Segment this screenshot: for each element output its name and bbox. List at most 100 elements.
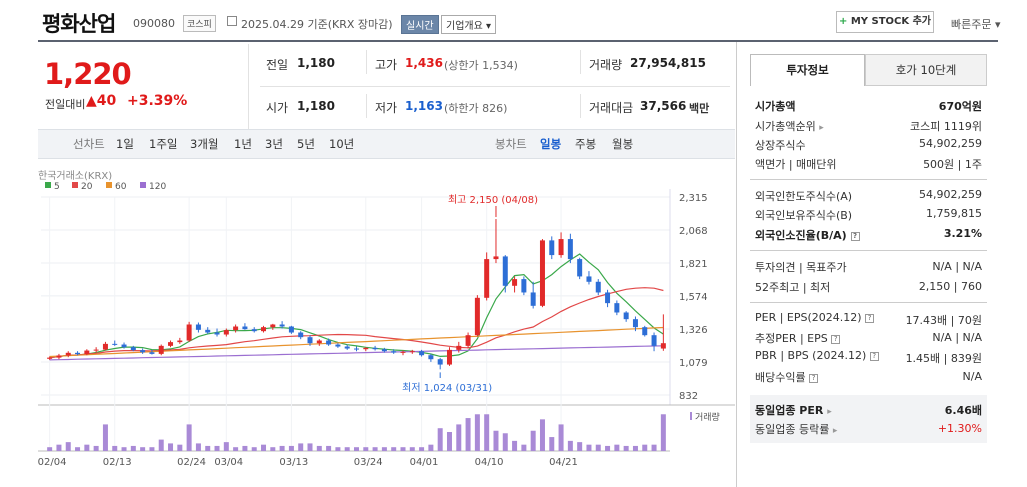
volume-bar (47, 447, 53, 451)
candle (493, 256, 499, 260)
prev-close-value: 1,180 (297, 56, 335, 70)
week52-value: 2,150 | 760 (918, 280, 982, 293)
candle-chart-label: 봉차트 (495, 137, 527, 151)
x-tick-label: 04/10 (475, 457, 504, 468)
current-price: 1,220 (44, 57, 132, 91)
candle (409, 351, 415, 353)
candle (205, 329, 211, 333)
quick-order-dropdown[interactable]: 빠른주문 ▾ (951, 18, 1001, 31)
volume-bar (93, 445, 99, 451)
legend-item: 5 (54, 182, 60, 192)
volume-bar (298, 443, 304, 451)
company-name: 평화산업 (42, 12, 116, 36)
ma-line-5 (49, 253, 664, 359)
legend-item: 20 (81, 182, 93, 192)
market-cap-label: 시가총액 (755, 100, 796, 113)
x-tick-label: 02/24 (177, 457, 206, 468)
candle (549, 240, 555, 256)
volume-bar (112, 445, 118, 451)
volume-bar (614, 444, 620, 451)
candle (586, 276, 592, 282)
candle (400, 351, 406, 353)
candle (168, 342, 174, 346)
change-percent: +3.39% (127, 93, 188, 109)
help-icon[interactable]: ? (869, 351, 879, 361)
volume-bar (623, 445, 629, 451)
candle (354, 348, 359, 350)
x-tick-label: 04/01 (410, 457, 439, 468)
x-tick-label: 03/24 (354, 457, 383, 468)
candle (75, 352, 81, 355)
candle (558, 239, 564, 256)
candle (363, 347, 369, 350)
candle (112, 343, 118, 345)
volume-bar (223, 442, 229, 451)
volume-bar (288, 445, 294, 451)
volume-bar (632, 445, 638, 451)
cap-rank-label[interactable]: 시가총액순위 ▸ (755, 120, 824, 133)
low-value: 1,163 (405, 99, 443, 113)
candle (214, 332, 220, 335)
period-3y[interactable]: 3년 (265, 137, 283, 151)
candle (130, 347, 136, 351)
company-overview-dropdown[interactable]: 기업개요 ▾ (441, 15, 496, 34)
period-3m[interactable]: 3개월 (190, 137, 219, 151)
calendar-icon (227, 16, 237, 26)
candle (335, 344, 341, 347)
peer-rate-value: +1.30% (937, 422, 982, 435)
candle (502, 256, 508, 286)
help-icon[interactable]: ? (850, 231, 860, 241)
volume-bar (595, 444, 601, 451)
help-icon[interactable]: ? (831, 334, 841, 344)
candle-weekly[interactable]: 주봉 (575, 137, 597, 151)
volume-bar (446, 432, 452, 451)
candle-daily[interactable]: 일봉 (540, 137, 562, 151)
my-stock-add-button[interactable]: + MY STOCK 추가 (836, 11, 934, 33)
period-1w[interactable]: 1주일 (149, 137, 178, 151)
open-label: 시가 (266, 101, 289, 115)
period-1y[interactable]: 1년 (234, 137, 252, 151)
candle (530, 292, 536, 306)
volume-bar (195, 443, 201, 451)
period-1d[interactable]: 1일 (116, 137, 134, 151)
volume-bar (75, 447, 81, 451)
period-10y[interactable]: 10년 (329, 137, 355, 151)
volume-bar (660, 414, 666, 451)
tab-investment-info[interactable]: 투자정보 (750, 54, 865, 86)
volume-bar (261, 444, 267, 451)
divider (580, 94, 581, 118)
candle (149, 352, 155, 354)
candle (223, 330, 229, 335)
cap-rank-value: 코스피 1119위 (910, 120, 982, 133)
chevron-right-icon: ▸ (819, 123, 824, 133)
volume-bar (316, 445, 322, 451)
period-bar (38, 129, 735, 159)
period-5y[interactable]: 5년 (297, 137, 315, 151)
low-annotation: 최저 1,024 (03/31) (402, 382, 492, 394)
candle (270, 324, 276, 328)
peer-rate-label[interactable]: 동일업종 등락률 ▸ (755, 423, 838, 436)
volume-bar (344, 447, 350, 451)
volume-bar (326, 445, 332, 451)
divider (260, 86, 730, 87)
volume-bar (456, 424, 462, 451)
help-icon[interactable]: ? (809, 373, 819, 383)
volume-bar (56, 444, 62, 451)
volume-bar (140, 447, 146, 451)
candle (651, 335, 657, 346)
tab-order-book[interactable]: 호가 10단계 (865, 54, 987, 86)
candle (419, 351, 425, 356)
date-text: 2025.04.29 기준(KRX 장마감) (241, 18, 393, 31)
price-chart[interactable]: 한국거래소(KRX)5 20 60 120 2,315 2,068 1,821 1,574 1,… (38, 165, 735, 487)
volume-bar (381, 447, 387, 451)
candle-monthly[interactable]: 월봉 (612, 137, 634, 151)
help-icon[interactable]: ? (865, 313, 875, 323)
peer-per-label[interactable]: 동일업종 PER ▸ (755, 404, 832, 417)
candle (93, 349, 99, 351)
candle (484, 259, 490, 298)
line-chart-label: 선차트 (73, 137, 105, 151)
peer-per-value: 6.46배 (944, 404, 982, 417)
candle (521, 279, 527, 293)
y-tick-label: 1,574 (679, 292, 708, 303)
realtime-button[interactable]: 실시간 (401, 15, 439, 34)
